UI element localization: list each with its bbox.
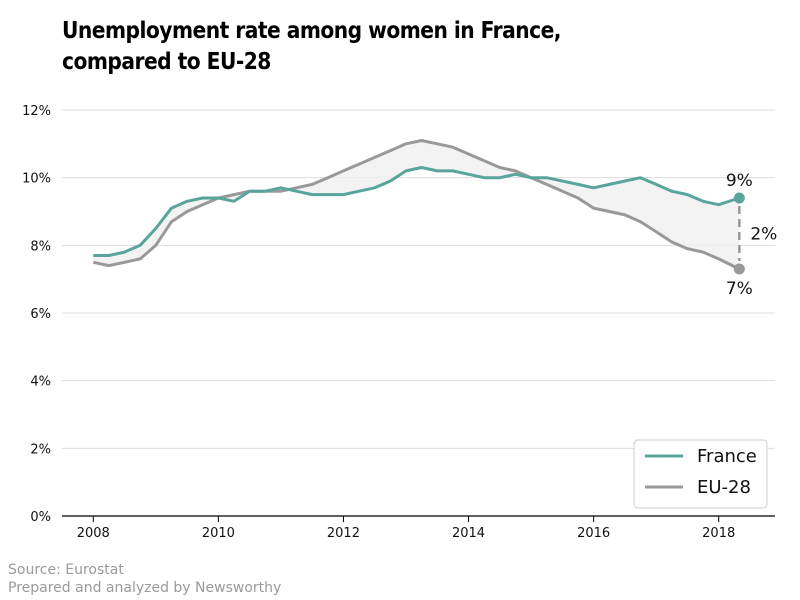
gap-label: 2% — [750, 224, 777, 244]
y-tick-label: 2% — [30, 442, 51, 457]
x-tick-label: 2008 — [77, 526, 110, 541]
x-tick-label: 2018 — [702, 526, 735, 541]
credit-note: Prepared and analyzed by Newsworthy — [8, 580, 282, 596]
legend-label-france: France — [697, 446, 757, 467]
y-tick-label: 4% — [30, 375, 51, 390]
series-line-eu-28 — [92, 139, 740, 271]
y-tick-label: 10% — [22, 172, 51, 187]
y-tick-label: 6% — [30, 307, 51, 322]
chart-title: Unemployment rate among women in France,… — [62, 18, 562, 75]
gridlines — [62, 109, 775, 449]
x-axis: 2008 2010 2012 2014 2016 2018 — [77, 516, 735, 541]
france-end-label: 9% — [726, 171, 753, 191]
y-axis: 0% 2% 4% 6% 8% 10% 12% — [22, 104, 51, 525]
x-tick-label: 2012 — [327, 526, 360, 541]
eu-end-label: 7% — [726, 279, 753, 299]
gap-area — [93, 140, 740, 269]
legend: France EU-28 — [633, 439, 768, 509]
y-tick-label: 12% — [22, 104, 51, 119]
source-note: Source: Eurostat — [8, 562, 124, 578]
legend-label-eu-28: EU-28 — [697, 477, 751, 498]
x-tick-label: 2014 — [452, 526, 485, 541]
eu-end-point — [733, 263, 745, 275]
x-tick-label: 2010 — [202, 526, 235, 541]
series-line-france — [93, 166, 740, 257]
y-tick-label: 0% — [30, 510, 51, 525]
france-end-point — [733, 192, 745, 204]
y-tick-label: 8% — [30, 239, 51, 254]
x-tick-label: 2016 — [577, 526, 610, 541]
